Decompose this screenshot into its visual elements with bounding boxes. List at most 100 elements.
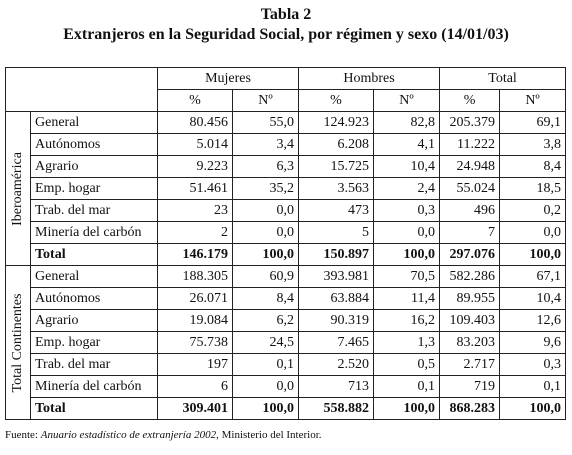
- value-cell: 4,1: [373, 133, 441, 156]
- value-cell: 100,0: [499, 397, 567, 420]
- value-cell: 6: [157, 375, 233, 398]
- value-cell: 3.563: [298, 177, 375, 200]
- row-label: Total: [30, 243, 158, 266]
- value-cell: 10,4: [499, 287, 567, 310]
- value-cell: 0,1: [499, 375, 567, 398]
- table-row: Emp. hogar 51.461 35,2 3.563 2,4 55.024 18,5: [6, 177, 567, 200]
- header-unit: Nº: [373, 89, 441, 112]
- value-cell: 6,3: [231, 155, 300, 178]
- table-row: Iberoamérica General 80.456 55,0 124.923 82,8…: [5, 111, 567, 266]
- footnote-suffix: , Ministerio del Interior.: [216, 429, 322, 441]
- value-cell: 0,0: [231, 221, 300, 244]
- value-cell: 297.076: [439, 243, 501, 266]
- value-cell: 18,5: [499, 177, 567, 200]
- value-cell: 51.461: [157, 177, 233, 200]
- value-cell: 0,1: [231, 353, 300, 376]
- table-row: Minería del carbón 6 0,0 713 0,1 719 0,1: [6, 375, 567, 398]
- value-cell: 89.955: [439, 287, 501, 310]
- value-cell: 80.456: [157, 111, 233, 134]
- value-cell: 2,4: [373, 177, 441, 200]
- value-cell: 124.923: [298, 111, 375, 134]
- value-cell: 82,8: [373, 111, 441, 134]
- value-cell: 60,9: [231, 265, 300, 288]
- value-cell: 15.725: [298, 155, 375, 178]
- footnote-source: Anuario estadístico de extranjería 2002: [40, 429, 217, 441]
- value-cell: 7: [439, 221, 501, 244]
- value-cell: 0,5: [373, 353, 441, 376]
- value-cell: 9,6: [499, 331, 567, 354]
- header-group-hombres: Hombres: [298, 67, 441, 90]
- row-label: Trab. del mar: [30, 353, 158, 376]
- value-cell: 70,5: [373, 265, 441, 288]
- row-label: Total: [30, 397, 158, 420]
- footnote-prefix: Fuente:: [5, 429, 41, 441]
- header-unit: %: [439, 89, 501, 112]
- value-cell: 0,0: [373, 221, 441, 244]
- value-cell: 100,0: [499, 243, 567, 266]
- header-unit: %: [298, 89, 375, 112]
- value-cell: 473: [298, 199, 375, 222]
- header-corner-cell: [5, 67, 158, 112]
- value-cell: 393.981: [298, 265, 375, 288]
- value-cell: 5: [298, 221, 375, 244]
- header-row-groups: Mujeres Hombres Total: [5, 67, 567, 112]
- value-cell: 109.403: [439, 309, 501, 332]
- table-row-total: Total 146.179 100,0 150.897 100,0 297.076 100,…: [6, 243, 567, 266]
- value-cell: 67,1: [499, 265, 567, 288]
- value-cell: 90.319: [298, 309, 375, 332]
- value-cell: 7.465: [298, 331, 375, 354]
- header-group-total: Total: [439, 67, 567, 90]
- value-cell: 35,2: [231, 177, 300, 200]
- value-cell: 100,0: [231, 397, 300, 420]
- table-row: Trab. del mar 197 0,1 2.520 0,5 2.717 0,3: [6, 353, 567, 376]
- value-cell: 75.738: [157, 331, 233, 354]
- value-cell: 2: [157, 221, 233, 244]
- value-cell: 16,2: [373, 309, 441, 332]
- value-cell: 558.882: [298, 397, 375, 420]
- section-label-cell: Total Continentes: [5, 265, 31, 420]
- table-subtitle: Extranjeros en la Seguridad Social, por …: [63, 26, 509, 43]
- table-row: Trab. del mar 23 0,0 473 0,3 496 0,2: [6, 199, 567, 222]
- value-cell: 582.286: [439, 265, 501, 288]
- value-cell: 24,5: [231, 331, 300, 354]
- row-label: Agrario: [30, 309, 158, 332]
- table-row: Minería del carbón 2 0,0 5 0,0 7 0,0: [6, 221, 567, 244]
- value-cell: 6,2: [231, 309, 300, 332]
- value-cell: 19.084: [157, 309, 233, 332]
- value-cell: 1,3: [373, 331, 441, 354]
- value-cell: 0,0: [499, 221, 567, 244]
- data-table: Mujeres Hombres Total % Nº % Nº % Nº Ibe…: [5, 67, 567, 420]
- value-cell: 150.897: [298, 243, 375, 266]
- header-unit: %: [157, 89, 233, 112]
- table-row: Total Continentes General 188.305 60,9 393.9…: [5, 265, 567, 420]
- header-unit: Nº: [231, 89, 300, 112]
- section-label-cell: Iberoamérica: [5, 111, 31, 266]
- value-cell: 100,0: [231, 243, 300, 266]
- value-cell: 55,0: [231, 111, 300, 134]
- value-cell: 0,3: [373, 199, 441, 222]
- row-label: Trab. del mar: [30, 199, 158, 222]
- value-cell: 205.379: [439, 111, 501, 134]
- value-cell: 100,0: [373, 243, 441, 266]
- value-cell: 100,0: [373, 397, 441, 420]
- header-group-mujeres: Mujeres: [156, 67, 300, 90]
- value-cell: 309.401: [157, 397, 233, 420]
- value-cell: 11.222: [439, 133, 501, 156]
- value-cell: 23: [157, 199, 233, 222]
- value-cell: 0,3: [499, 353, 567, 376]
- value-cell: 188.305: [157, 265, 233, 288]
- value-cell: 197: [157, 353, 233, 376]
- value-cell: 83.203: [439, 331, 501, 354]
- value-cell: 146.179: [157, 243, 233, 266]
- table-title: Tabla 2: [260, 6, 312, 23]
- value-cell: 55.024: [439, 177, 501, 200]
- value-cell: 11,4: [373, 287, 441, 310]
- row-label: Minería del carbón: [30, 221, 158, 244]
- value-cell: 9.223: [157, 155, 233, 178]
- table-row-total: Total 309.401 100,0 558.882 100,0 868.283 100,…: [6, 397, 567, 420]
- value-cell: 2.520: [298, 353, 375, 376]
- row-label: Minería del carbón: [30, 375, 158, 398]
- value-cell: 0,1: [373, 375, 441, 398]
- value-cell: 69,1: [499, 111, 567, 134]
- table-row: Autónomos 5.014 3,4 6.208 4,1 11.222 3,8: [6, 133, 567, 156]
